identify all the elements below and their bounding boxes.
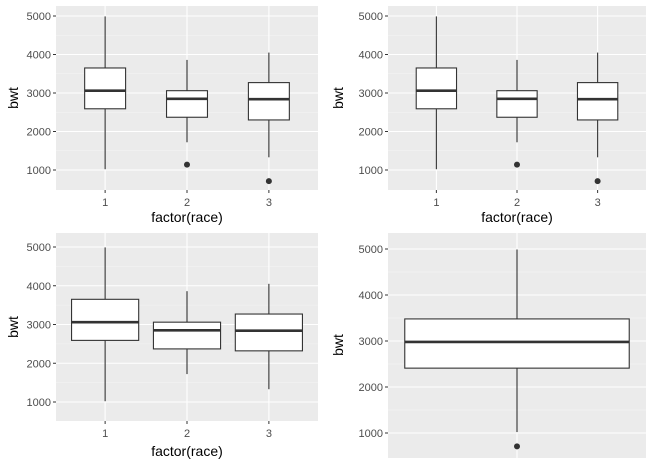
y-tick-label: 3000	[27, 320, 51, 332]
outlier-point	[184, 161, 190, 168]
y-tick-label: 1000	[27, 397, 51, 409]
y-tick-label: 3000	[359, 336, 383, 348]
y-tick-label: 5000	[27, 242, 51, 254]
y-axis-title: bwt	[5, 316, 21, 338]
x-tick-label: 1	[102, 428, 108, 440]
box-category-3	[576, 52, 619, 185]
outlier-point	[594, 178, 601, 185]
x-tick-label: 2	[184, 428, 190, 440]
y-tick-label: 1000	[359, 165, 383, 177]
x-axis-title: factor(race)	[481, 209, 553, 225]
box-category-2	[152, 291, 222, 375]
box-category-2	[165, 59, 209, 168]
y-tick-label: 4000	[27, 50, 51, 62]
x-tick-label: 1	[433, 197, 439, 209]
chart-panel-4: 1000 2000 3000 4000 5000 bwt	[330, 233, 646, 458]
chart-panel-3: 1000 2000 3000 4000 5000 1 2 3 factor(race) bwt	[5, 233, 318, 459]
y-tick-label: 2000	[27, 127, 51, 139]
x-axis-title: factor(race)	[151, 443, 223, 459]
box-category-1	[415, 16, 458, 170]
box-category-3	[234, 283, 303, 390]
outlier-point	[514, 161, 520, 168]
iqr-box	[576, 82, 619, 121]
iqr-box	[234, 313, 303, 352]
iqr-box	[415, 67, 458, 110]
y-tick-label: 4000	[359, 50, 383, 62]
iqr-box	[247, 82, 290, 121]
y-tick-label: 2000	[359, 382, 383, 394]
y-tick-label: 1000	[27, 165, 51, 177]
y-axis-title: bwt	[330, 334, 346, 356]
iqr-box	[496, 90, 538, 118]
y-tick-label: 2000	[27, 358, 51, 370]
y-tick-label: 4000	[359, 290, 383, 302]
outlier-point	[514, 443, 520, 450]
y-tick-label: 4000	[27, 281, 51, 293]
x-tick-label: 2	[184, 197, 190, 209]
chart-panel-2: 1000 2000 3000 4000 5000 1 2 3 factor(race) bwt	[330, 6, 646, 225]
iqr-box	[84, 67, 127, 110]
x-tick-label: 3	[266, 197, 272, 209]
iqr-box	[404, 318, 630, 369]
y-tick-label: 5000	[27, 11, 51, 23]
x-axis-title: factor(race)	[151, 209, 223, 225]
x-tick-label: 1	[102, 197, 108, 209]
box-category-1	[84, 16, 127, 170]
outlier-point	[265, 178, 272, 185]
x-tick-label: 2	[514, 197, 520, 209]
y-tick-label: 5000	[359, 11, 383, 23]
iqr-box	[152, 321, 222, 350]
x-tick-label: 3	[595, 197, 601, 209]
box-category-1	[71, 247, 140, 402]
iqr-box	[71, 298, 140, 341]
box-category-all	[404, 249, 630, 450]
box-category-3	[247, 52, 290, 185]
y-tick-label: 2000	[359, 127, 383, 139]
box-category-2	[496, 59, 538, 168]
y-tick-label: 5000	[359, 244, 383, 256]
chart-panel-1: 1000 2000 3000 4000 5000 1 2 3 factor(race) bwt	[5, 6, 318, 225]
y-tick-label: 3000	[359, 88, 383, 100]
iqr-box	[165, 90, 209, 118]
y-tick-label: 1000	[359, 428, 383, 440]
y-axis-title: bwt	[5, 87, 21, 109]
x-tick-label: 3	[266, 428, 272, 440]
y-axis-title: bwt	[330, 87, 346, 109]
y-tick-label: 3000	[27, 88, 51, 100]
